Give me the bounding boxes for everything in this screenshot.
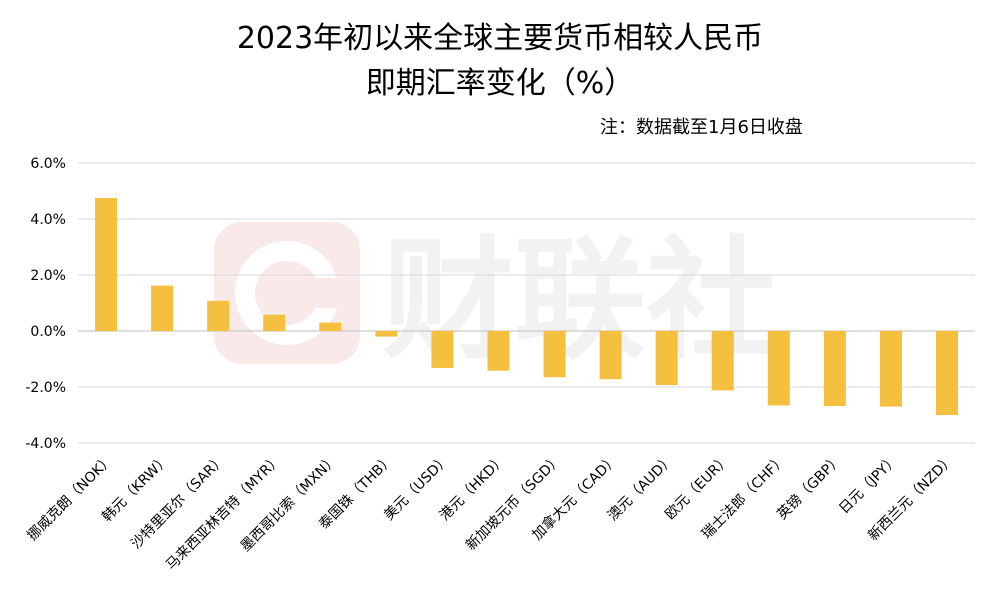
bar [375, 331, 398, 337]
bar [319, 322, 342, 331]
bar [207, 300, 230, 331]
bar [767, 331, 790, 406]
bar [655, 331, 678, 386]
y-tick-label: -2.0% [25, 380, 66, 396]
chart-note: 注：数据截至1月6日收盘 [600, 117, 803, 138]
chart-title-line1: 2023年初以来全球主要货币相较人民币 [236, 21, 764, 56]
bar [599, 331, 622, 380]
watermark-logo-ring [235, 241, 339, 345]
bar [543, 331, 566, 378]
bar [263, 314, 286, 331]
watermark-logo-gap [308, 278, 348, 308]
y-tick-label: -4.0% [25, 436, 66, 452]
bar [823, 331, 846, 407]
y-tick-label: 6.0% [30, 156, 66, 172]
watermark-logo: 财联社 [214, 222, 772, 368]
y-tick-label: 2.0% [30, 268, 66, 284]
y-tick-label: 4.0% [30, 212, 66, 228]
bar [935, 331, 958, 415]
y-tick-label: 0.0% [30, 324, 66, 340]
bar [711, 331, 734, 391]
bar [95, 198, 118, 331]
x-category-label: 新加坡元币（SGD） [463, 452, 565, 554]
x-category-label: 沙特里亚尔（SAR） [128, 452, 229, 553]
x-category-label: 挪威克朗（NOK） [24, 452, 116, 544]
bar [879, 331, 902, 407]
chart-title-line2: 即期汇率变化（%） [365, 66, 635, 101]
x-category-label: 墨西哥比索（MXN） [237, 451, 341, 555]
x-category-label: 马来西亚林吉特（MYR） [163, 452, 285, 574]
bar [487, 331, 510, 371]
bar [431, 331, 454, 368]
bar [151, 285, 174, 331]
